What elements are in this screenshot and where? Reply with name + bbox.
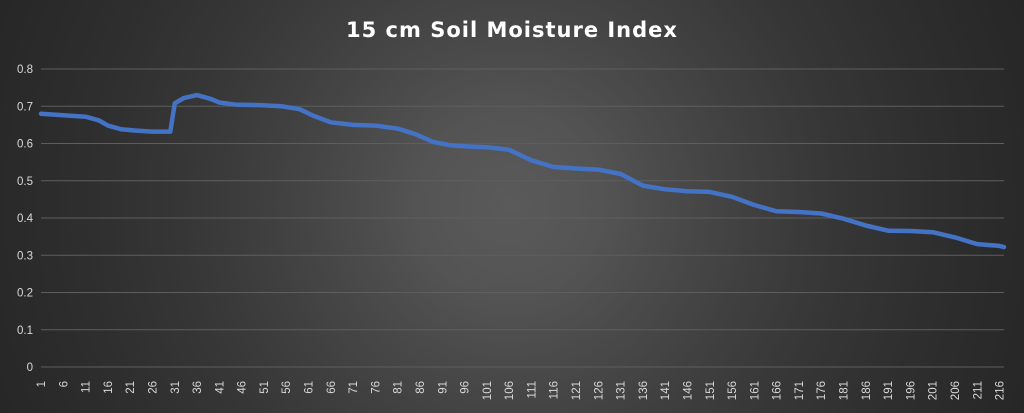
x-tick-label: 106 [504,381,516,400]
x-tick-label: 196 [905,381,917,400]
x-tick-label: 211 [972,381,984,399]
y-tick-label: 0.8 [17,64,33,76]
y-tick-label: 0.2 [17,288,33,300]
x-tick-label: 41 [214,381,226,394]
x-tick-label: 46 [237,381,249,394]
y-tick-label: 0.7 [17,101,33,113]
x-tick-label: 76 [370,381,382,394]
x-tick-label: 1 [36,381,48,387]
chart-title: 15 cm Soil Moisture Index [346,18,678,42]
x-tick-label: 96 [460,381,472,394]
x-tick-label: 191 [883,381,895,400]
y-tick-label: 0.6 [17,139,33,151]
x-tick-label: 116 [549,381,561,399]
x-tick-label: 166 [772,381,784,400]
x-tick-label: 151 [705,381,717,400]
series-line [38,92,1007,250]
x-tick-label: 91 [437,381,449,394]
x-tick-label: 126 [593,381,605,400]
x-tick-label: 11 [81,381,93,393]
x-tick-label: 81 [393,381,405,394]
x-tick-label: 56 [281,381,293,394]
x-tick-label: 161 [749,381,761,400]
x-tick-label: 176 [816,381,828,400]
x-tick-label: 36 [192,381,204,394]
x-tick-label: 206 [950,381,962,400]
x-tick-label: 101 [482,381,494,400]
x-tick-label: 31 [170,381,182,394]
x-tick-label: 216 [995,381,1007,400]
y-tick-label: 0 [27,362,33,374]
x-tick-label: 146 [682,381,694,400]
x-tick-label: 186 [861,381,873,400]
x-tick-label: 71 [348,381,360,394]
x-tick-label: 51 [259,381,271,394]
x-tick-label: 16 [103,381,115,394]
x-tick-label: 136 [638,381,650,400]
x-tick-label: 26 [147,381,159,394]
y-tick-label: 0.4 [17,213,34,225]
x-tick-label: 21 [125,381,137,394]
y-tick-label: 0.3 [17,250,33,262]
x-tick-label: 156 [727,381,739,400]
x-tick-label: 66 [326,381,338,394]
x-tick-label: 6 [58,381,70,387]
x-tick-label: 201 [928,381,940,400]
x-tick-label: 111 [526,381,538,398]
x-tick-label: 171 [794,381,806,400]
y-tick-label: 0.5 [17,176,33,188]
x-tick-label: 181 [839,381,851,400]
x-tick-label: 86 [415,381,427,394]
x-tick-label: 61 [304,381,316,394]
x-tick-label: 131 [616,381,628,400]
y-tick-label: 0.1 [17,325,33,337]
x-tick-label: 121 [571,381,583,400]
x-tick-label: 141 [660,381,672,400]
